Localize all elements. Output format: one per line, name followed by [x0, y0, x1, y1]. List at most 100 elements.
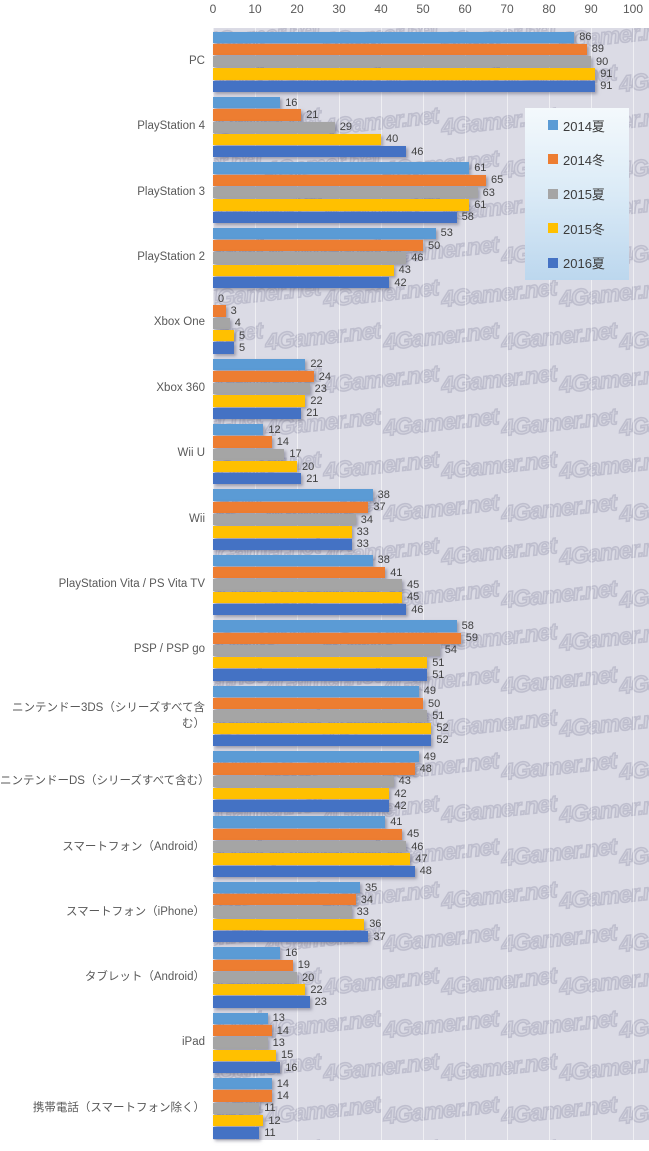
x-tick-label: 60: [458, 2, 472, 16]
category-label: Xbox 360: [156, 381, 205, 394]
bar-value-label: 17: [289, 448, 302, 461]
bar-2014冬: [213, 370, 314, 383]
x-tick-label: 50: [416, 2, 430, 16]
category-label: PSP / PSP go: [133, 643, 205, 656]
bar-2014冬: [213, 501, 369, 513]
bar-value-label: 5: [239, 342, 246, 354]
legend-item: 2014夏: [525, 115, 629, 135]
bar-value-label: 48: [419, 762, 432, 775]
bar-2015冬: [213, 853, 411, 865]
bar-value-label: 22: [310, 983, 323, 996]
bar-2015冬: [213, 133, 381, 146]
bar-value-label: 61: [474, 161, 487, 174]
bar-value-label: 21: [306, 407, 319, 420]
watermark-text: 4Gamer.net: [263, 316, 382, 355]
bar-value-label: 49: [423, 750, 437, 763]
bar-value-label: 42: [394, 799, 407, 812]
bar-2014冬: [213, 567, 386, 579]
bar-value-label: 13: [272, 1012, 285, 1025]
bar-value-label: 65: [491, 174, 504, 187]
category-label: PlayStation Vita / PS Vita TV: [58, 577, 205, 590]
bar-2015夏: [213, 186, 478, 199]
bar-2014冬: [213, 1024, 272, 1037]
category-label: Wii: [189, 512, 205, 525]
bar-value-label: 3: [230, 305, 237, 318]
bar-2014夏: [213, 96, 281, 109]
bar-value-label: 91: [600, 68, 613, 81]
x-tick-label: 80: [542, 2, 556, 16]
x-tick-label: 40: [374, 2, 388, 16]
bar-value-label: 22: [310, 395, 323, 408]
category-label: PlayStation 3: [137, 185, 205, 198]
watermark-text: 4Gamer.net: [557, 1047, 649, 1086]
bar-2015夏: [213, 906, 352, 918]
category-label: タブレット（Android）: [84, 971, 205, 984]
bar-value-label: 91: [600, 80, 613, 93]
bar-2014冬: [213, 763, 415, 775]
bar-value-label: 37: [373, 501, 386, 514]
bar-2016夏: [213, 1061, 281, 1074]
bar-2014夏: [213, 620, 457, 632]
watermark-text: 4Gamer.net: [381, 488, 500, 527]
bar-2015夏: [213, 841, 407, 853]
watermark-text: 4Gamer.net: [439, 961, 558, 1000]
bar-value-label: 21: [306, 472, 319, 485]
watermark-text: 4Gamer.net: [499, 746, 618, 785]
watermark-text: 4Gamer.net: [499, 1004, 618, 1043]
legend-label: 2014冬: [563, 152, 605, 168]
bar-value-label: 63: [482, 186, 495, 199]
bar-2014夏: [213, 816, 386, 828]
bar-2014冬: [213, 43, 587, 56]
bar-2015冬: [213, 918, 365, 931]
bar-value-label: 51: [432, 656, 445, 669]
watermark-text: 4Gamer.net: [557, 961, 649, 1000]
bar-value-label: 61: [474, 198, 487, 211]
bar-2016夏: [213, 800, 390, 812]
bar-2016夏: [213, 865, 415, 877]
gridline: [423, 28, 424, 1140]
bar-2016夏: [213, 80, 596, 92]
bar-2015夏: [213, 317, 230, 330]
category-label: PlayStation 2: [137, 250, 205, 263]
gridline: [465, 28, 466, 1140]
bar-2014夏: [213, 1012, 268, 1024]
bar-2015冬: [213, 657, 428, 669]
bar-value-label: 43: [398, 264, 411, 277]
bar-2015夏: [213, 121, 335, 133]
bar-value-label: 38: [377, 554, 390, 567]
legend-swatch: [548, 223, 558, 234]
bar-value-label: 33: [356, 906, 369, 919]
bar-value-label: 13: [272, 1036, 285, 1049]
bar-value-label: 14: [276, 1024, 290, 1037]
bar-value-label: 41: [390, 566, 403, 579]
bar-2015夏: [213, 971, 297, 984]
bar-2016夏: [213, 1127, 260, 1139]
bar-value-label: 46: [411, 603, 424, 616]
bar-2014冬: [213, 1090, 272, 1102]
bar-2016夏: [213, 996, 310, 1008]
legend-label: 2015冬: [563, 221, 605, 237]
category-label: 携帯電話（スマートフォン除く）: [32, 1102, 205, 1115]
bar-2015冬: [213, 1114, 264, 1127]
category-label: ニンテンドーDS（シリーズすべて含む）: [0, 775, 210, 788]
watermark-text: 4Gamer.net: [557, 1133, 649, 1140]
legend-label: 2014夏: [563, 118, 605, 134]
bar-2014夏: [213, 685, 419, 697]
bar-2014夏: [213, 751, 419, 763]
bar-2016夏: [213, 146, 407, 158]
bar-value-label: 86: [579, 31, 592, 44]
bar-2016夏: [213, 407, 302, 420]
bar-2016夏: [213, 276, 390, 289]
watermark-text: 4Gamer.net: [499, 1090, 618, 1129]
bar-2015冬: [213, 591, 402, 603]
bar-2015冬: [213, 722, 432, 734]
bar-2014夏: [213, 31, 575, 43]
bar-value-label: 16: [285, 1061, 298, 1074]
bar-2016夏: [213, 603, 407, 616]
bar-value-label: 22: [310, 358, 323, 371]
watermark-text: 4Gamer.net: [557, 531, 649, 570]
bar-value-label: 43: [398, 775, 411, 788]
bar-2014冬: [213, 109, 302, 121]
bar-2015冬: [213, 330, 234, 342]
bar-2016夏: [213, 342, 234, 354]
